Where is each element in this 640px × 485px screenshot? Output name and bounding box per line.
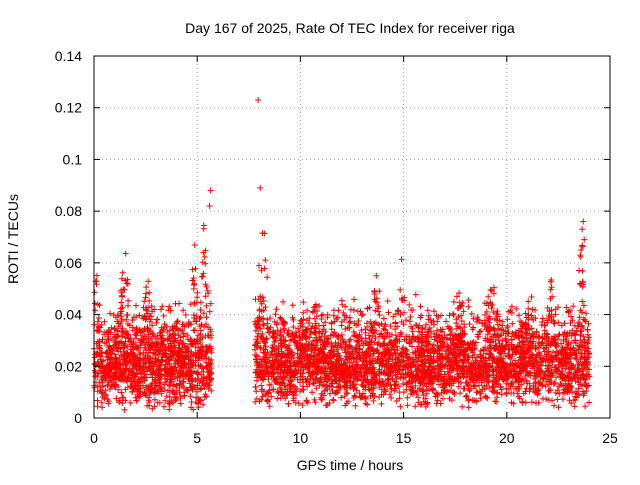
x-tick-label: 5 <box>193 430 201 446</box>
x-tick-label: 0 <box>90 430 98 446</box>
y-tick-label: 0.12 <box>55 100 82 116</box>
plot-frame <box>93 55 611 419</box>
scatter-markers <box>91 97 593 413</box>
x-tick-label: 25 <box>602 430 618 446</box>
y-axis-label: ROTI / TECUs <box>5 194 21 284</box>
y-tick-label: 0.1 <box>63 151 83 167</box>
y-tick-label: 0.06 <box>55 255 82 271</box>
y-tick-label: 0 <box>74 410 82 426</box>
y-tick-label: 0.08 <box>55 203 82 219</box>
data-points <box>91 97 593 413</box>
grid-layer <box>94 56 610 418</box>
chart-title: Day 167 of 2025, Rate Of TEC Index for r… <box>185 20 515 36</box>
x-tick-label: 15 <box>396 430 412 446</box>
x-tick-label: 10 <box>293 430 309 446</box>
y-tick-label: 0.14 <box>55 48 82 64</box>
y-tick-label: 0.04 <box>55 307 82 323</box>
x-tick-label: 20 <box>499 430 515 446</box>
axis-ticks: 0 5 10 15 20 25 0 0.02 0.04 0.06 0.08 0.1 0.12 0.14 <box>55 48 618 446</box>
y-tick-label: 0.02 <box>55 358 82 374</box>
x-axis-label: GPS time / hours <box>297 457 404 473</box>
